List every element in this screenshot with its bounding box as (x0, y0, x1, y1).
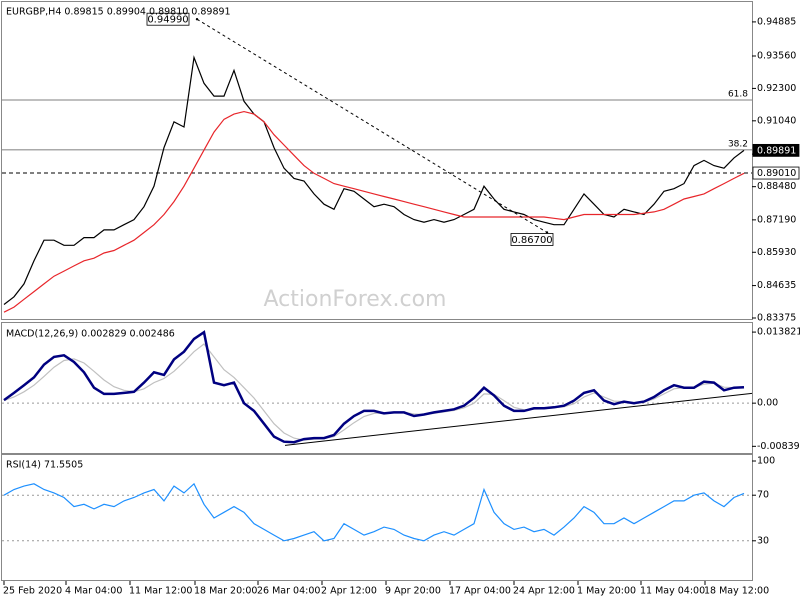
x-tick-label: 25 Feb 2020 (3, 586, 62, 597)
x-tick-label: 4 Mar 04:00 (65, 586, 122, 597)
price-tag-label: 0.89010 (757, 168, 796, 179)
point-label: 0.86700 (511, 235, 552, 246)
x-tick-label: 18 May 12:00 (704, 586, 769, 597)
fib-label: 38.2 (728, 139, 748, 149)
price-tag (752, 143, 800, 157)
x-tick-label: 2 Apr 12:00 (321, 586, 377, 597)
y-tick-label: 100 (757, 456, 775, 467)
price-tag-label: 0.89891 (757, 145, 796, 156)
x-tick-label: 17 Apr 04:00 (449, 586, 511, 597)
x-tick-label: 26 Mar 04:00 (257, 586, 320, 597)
x-tick-label: 9 Apr 20:00 (385, 586, 441, 597)
y-tick-label: 0.84635 (757, 280, 796, 291)
y-tick-label: 0.87190 (757, 214, 796, 225)
y-tick-label: 0.94885 (757, 16, 796, 27)
series-line (3, 482, 745, 542)
point-label: 0.94990 (147, 15, 188, 26)
series-line (3, 110, 745, 313)
fib-label: 61.8 (728, 89, 748, 99)
watermark: ActionForex.com (264, 287, 447, 312)
y-tick-label: 0.013821 (757, 327, 800, 338)
trendline (284, 392, 753, 446)
x-tick-label: 24 Apr 12:00 (513, 586, 575, 597)
price-panel (1, 1, 753, 320)
panel-title: EURGBP,H4 0.89815 0.89904 0.89810 0.8989… (6, 7, 231, 18)
y-tick-label: 30 (757, 535, 769, 546)
y-tick-label: 0.93560 (757, 50, 796, 61)
x-tick-label: 1 May 20:00 (577, 586, 636, 597)
y-tick-label: 0.88480 (757, 181, 796, 192)
series-line (3, 55, 745, 305)
point-marker (195, 18, 199, 21)
point-marker (545, 231, 549, 234)
y-tick-label: 0.91040 (757, 115, 796, 126)
y-tick-label: -0.008397 (757, 441, 800, 452)
x-tick-label: 11 Mar 12:00 (129, 586, 192, 597)
x-tick-label: 11 May 04:00 (640, 586, 705, 597)
price-tag (752, 166, 800, 180)
trendline (196, 18, 548, 233)
y-tick-label: 0.85930 (757, 247, 796, 258)
y-tick-label: 70 (757, 490, 769, 501)
panel-title: RSI(14) 71.5505 (6, 460, 83, 471)
panel-title: MACD(12,26,9) 0.002829 0.002486 (6, 329, 175, 340)
x-tick-label: 18 Mar 20:00 (194, 586, 257, 597)
macd-panel (1, 322, 753, 454)
y-tick-label: 0.00 (757, 398, 778, 409)
y-tick-label: 0.92300 (757, 83, 796, 94)
series-line (3, 330, 745, 444)
y-tick-label: 0.83375 (757, 313, 796, 324)
point-label-box (510, 233, 554, 246)
rsi-panel (1, 454, 753, 581)
point-label-box (146, 12, 190, 26)
